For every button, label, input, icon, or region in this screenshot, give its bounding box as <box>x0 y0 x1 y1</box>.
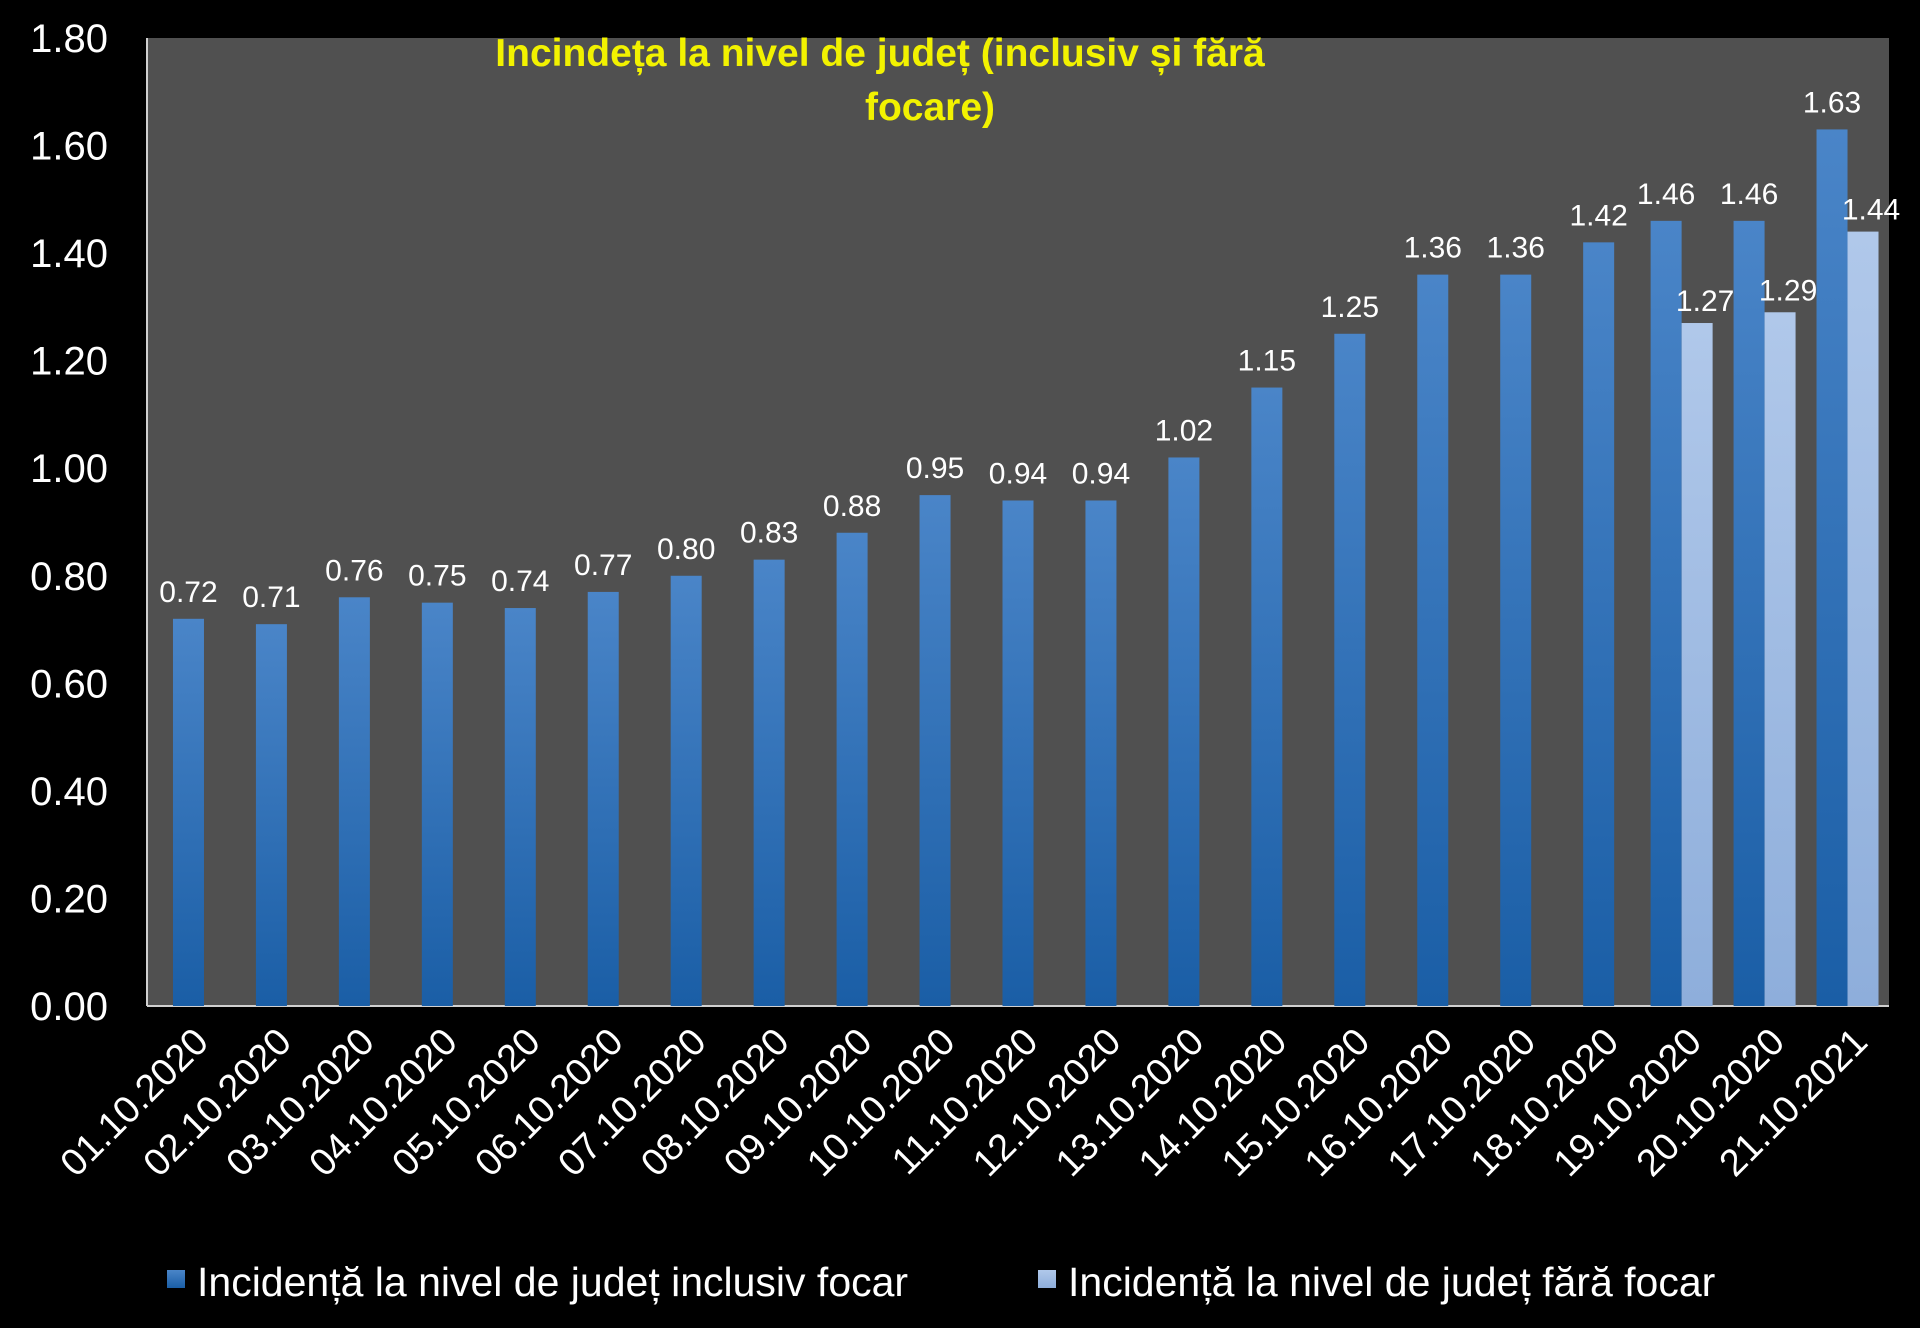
data-label-series-1: 1.36 <box>1487 232 1545 265</box>
y-tick-label: 1.40 <box>30 232 108 276</box>
data-label-series-2: 1.44 <box>1842 194 1900 227</box>
bar-series-1 <box>1334 333 1366 1006</box>
data-label-series-1: 0.94 <box>1072 457 1130 490</box>
data-label-series-1: 1.42 <box>1569 199 1627 232</box>
bar-series-2 <box>1681 323 1713 1006</box>
bar-series-1 <box>1002 500 1034 1006</box>
bar-series-1 <box>1500 274 1532 1007</box>
y-tick-label: 1.20 <box>30 340 108 384</box>
chart-title-line-2: focare) <box>865 86 995 129</box>
data-label-series-1: 1.36 <box>1404 232 1462 265</box>
y-tick-label: 0.60 <box>30 662 108 706</box>
x-axis-ticks: 01.10.202002.10.202003.10.202004.10.2020… <box>53 1021 1876 1185</box>
y-tick-label: 0.20 <box>30 877 108 921</box>
data-label-series-1: 1.46 <box>1720 178 1778 211</box>
data-labels: 0.72 0.71 0.76 0.75 0.74 0.77 0.80 0.83 0.88 0.95… <box>159 86 1900 614</box>
bar-series-1 <box>1650 220 1682 1006</box>
bar-series-1 <box>338 597 370 1006</box>
chart-title-line-1: Incindeța la nivel de județ (inclusiv și… <box>495 32 1265 75</box>
bar-series-1 <box>255 624 287 1006</box>
data-label-series-2: 1.29 <box>1759 274 1817 307</box>
bar-series-1 <box>1168 457 1200 1006</box>
data-label-series-1: 0.76 <box>325 554 383 587</box>
bar-series-1 <box>1733 220 1765 1006</box>
data-label-series-1: 1.15 <box>1238 345 1296 378</box>
bar-series-1 <box>421 602 453 1006</box>
bar-series-1 <box>1085 500 1117 1006</box>
data-label-series-1: 0.71 <box>242 581 300 614</box>
y-tick-label: 0.40 <box>30 770 108 814</box>
bar-series-2 <box>1764 312 1796 1006</box>
data-label-series-1: 0.74 <box>491 565 549 598</box>
bar-series-1 <box>1417 274 1449 1007</box>
data-label-series-1: 0.94 <box>989 457 1047 490</box>
bar-series-1 <box>172 618 204 1006</box>
y-tick-label: 1.60 <box>30 125 108 169</box>
legend-label-series-2: Incidență la nivel de județ fără focar <box>1068 1259 1715 1305</box>
data-label-series-1: 0.75 <box>408 560 466 593</box>
bar-series-1 <box>1251 387 1283 1006</box>
legend: Incidență la nivel de județ inclusiv foc… <box>167 1259 1715 1305</box>
bar-series-1 <box>1816 129 1848 1006</box>
data-label-series-2: 1.27 <box>1676 285 1734 318</box>
bar-series-1 <box>753 559 785 1006</box>
data-label-series-1: 0.72 <box>159 576 217 609</box>
legend-label-series-1: Incidență la nivel de județ inclusiv foc… <box>197 1259 908 1305</box>
bars <box>172 129 1879 1007</box>
bar-series-1 <box>504 608 536 1006</box>
bar-series-1 <box>587 591 619 1006</box>
bar-series-2 <box>1847 231 1879 1007</box>
legend-swatch-series-2 <box>1038 1270 1056 1288</box>
y-tick-label: 1.80 <box>30 17 108 61</box>
data-label-series-1: 0.77 <box>574 549 632 582</box>
data-label-series-1: 0.80 <box>657 533 715 566</box>
data-label-series-1: 0.83 <box>740 517 798 550</box>
data-label-series-1: 1.02 <box>1155 414 1213 447</box>
y-axis-ticks: 0.00 0.20 0.40 0.60 0.80 1.00 1.20 1.40 1.60 1.80 <box>30 17 108 1029</box>
y-tick-label: 0.00 <box>30 985 108 1029</box>
bar-series-1 <box>836 532 868 1006</box>
data-label-series-1: 0.95 <box>906 452 964 485</box>
data-label-series-1: 0.88 <box>823 490 881 523</box>
legend-swatch-series-1 <box>167 1270 185 1288</box>
data-label-series-1: 1.46 <box>1637 178 1695 211</box>
bar-series-1 <box>1583 242 1615 1006</box>
bar-series-1 <box>670 575 702 1006</box>
y-tick-label: 1.00 <box>30 447 108 491</box>
data-label-series-1: 1.63 <box>1803 86 1861 119</box>
bar-series-1 <box>919 495 951 1006</box>
data-label-series-1: 1.25 <box>1321 291 1379 324</box>
y-tick-label: 0.80 <box>30 555 108 599</box>
